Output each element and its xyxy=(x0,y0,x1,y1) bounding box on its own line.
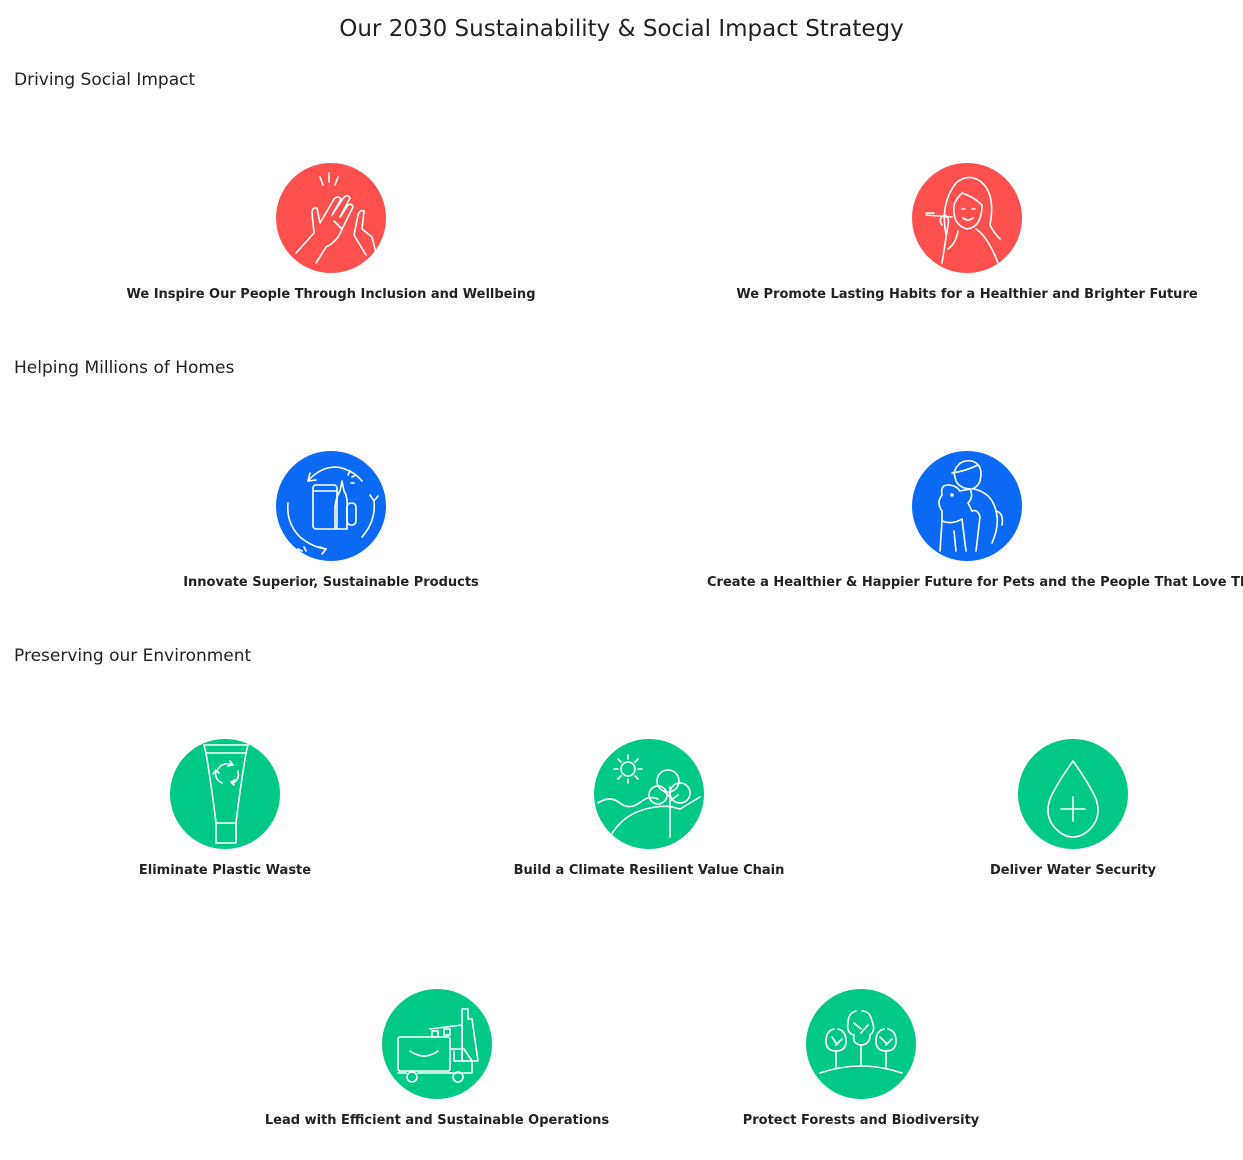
initiative-label[interactable]: We Inspire Our People Through Inclusion … xyxy=(126,287,536,302)
initiative-label[interactable]: Lead with Efficient and Sustainable Oper… xyxy=(264,1113,610,1128)
page-title: Our 2030 Sustainability & Social Impact … xyxy=(339,16,904,42)
sun-landscape-tree-icon xyxy=(594,739,704,849)
water-drop-icon xyxy=(1018,739,1128,849)
initiative-label[interactable]: Innovate Superior, Sustainable Products xyxy=(183,575,479,590)
initiative-climate-value-chain[interactable]: Build a Climate Resilient Value Chain xyxy=(389,739,909,878)
section-heading-social-impact: Driving Social Impact xyxy=(14,70,196,90)
initiative-sustainable-products[interactable]: Innovate Superior, Sustainable Products xyxy=(71,451,591,590)
person-hugging-pet-icon xyxy=(912,451,1022,561)
section-heading-millions-of-homes: Helping Millions of Homes xyxy=(14,358,235,378)
clapping-hands-icon xyxy=(276,163,386,273)
truck-factory-icon xyxy=(382,989,492,1099)
forest-trees-icon xyxy=(806,989,916,1099)
initiative-label[interactable]: Create a Healthier & Happier Future for … xyxy=(707,575,1243,590)
recycling-products-icon xyxy=(276,451,386,561)
initiative-pets-and-people[interactable]: Create a Healthier & Happier Future for … xyxy=(707,451,1243,590)
child-brushing-teeth-icon xyxy=(912,163,1022,273)
initiative-label[interactable]: Eliminate Plastic Waste xyxy=(138,863,312,878)
initiative-label[interactable]: We Promote Lasting Habits for a Healthie… xyxy=(736,287,1198,302)
initiative-inclusion-wellbeing[interactable]: We Inspire Our People Through Inclusion … xyxy=(71,163,591,302)
initiative-efficient-operations[interactable]: Lead with Efficient and Sustainable Oper… xyxy=(177,989,697,1128)
initiative-label[interactable]: Protect Forests and Biodiversity xyxy=(742,1113,980,1128)
initiative-label[interactable]: Deliver Water Security xyxy=(989,863,1157,878)
section-heading-preserving-environment: Preserving our Environment xyxy=(14,646,252,666)
initiative-plastic-waste[interactable]: Eliminate Plastic Waste xyxy=(0,739,485,878)
initiative-label[interactable]: Build a Climate Resilient Value Chain xyxy=(513,863,785,878)
initiative-water-security[interactable]: Deliver Water Security xyxy=(813,739,1243,878)
recyclable-tube-icon xyxy=(170,739,280,849)
initiative-healthy-habits[interactable]: We Promote Lasting Habits for a Healthie… xyxy=(707,163,1227,302)
initiative-forests-biodiversity[interactable]: Protect Forests and Biodiversity xyxy=(601,989,1121,1128)
